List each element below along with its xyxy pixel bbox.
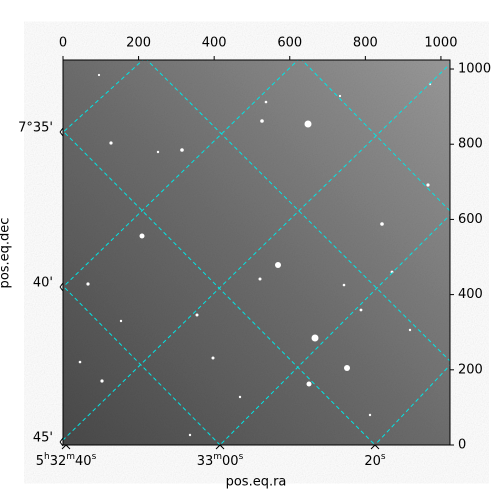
x-tick-label: 200 [126,36,151,51]
y2-tick-label: 600 [458,212,483,227]
y2-tick-label: 200 [458,362,483,377]
x-tick-label: 1000 [424,36,457,51]
y-axis-label: pos.eq.dec [0,218,13,289]
frame [62,59,451,446]
dec-tick-label: 40' [33,276,53,291]
ra-tick [370,444,380,450]
sky-image [63,60,450,445]
ra-tick [215,444,225,450]
ra-tick [61,444,71,450]
x-tick-label: 400 [202,36,227,51]
y2-tick-label: 800 [458,137,483,152]
y2-tick-label: 1000 [458,62,491,77]
x-tick-label: 600 [277,36,302,51]
dec-tick [59,437,64,447]
ra-tick-label: 33m00s [197,452,244,469]
coordinate-grid [63,60,450,445]
y2-tick-label: 400 [458,287,483,302]
dec-tick-label: 45' [33,431,53,446]
ra-tick-label: 5h32m40s [36,452,97,469]
ra-tick-label: 20s [364,452,386,469]
dec-tick [59,127,64,137]
dec-tick-label: 7°35' [18,121,53,136]
x-tick-label: 0 [59,36,67,51]
y2-tick-label: 0 [458,438,466,453]
x-tick-label: 800 [353,36,378,51]
x-axis-label: pos.eq.ra [226,475,287,490]
dec-tick [59,282,64,292]
